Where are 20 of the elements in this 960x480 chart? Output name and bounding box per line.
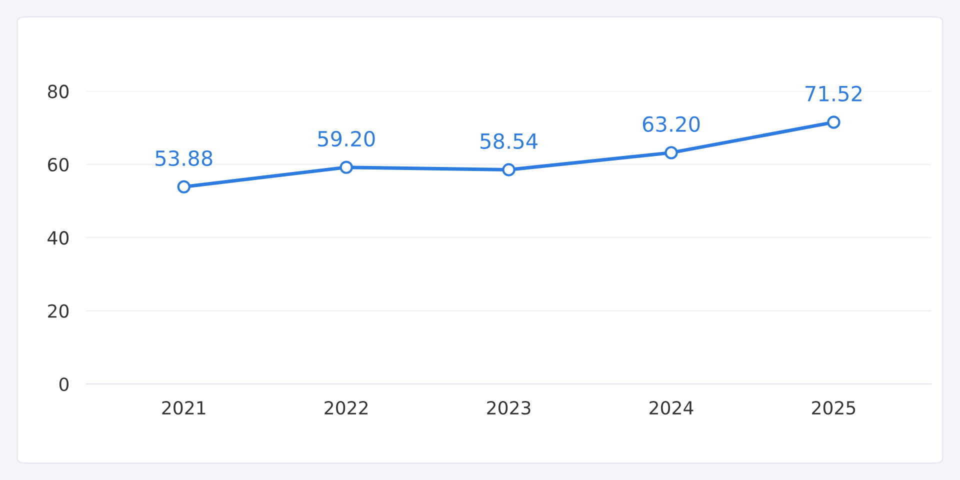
x-tick-label: 2022 <box>324 400 368 415</box>
x-tick-label: 2021 <box>162 400 206 415</box>
data-label: 63.20 <box>642 116 700 132</box>
point <box>177 180 190 194</box>
x-tick-label: 2023 <box>487 400 530 415</box>
point <box>664 146 678 160</box>
x-tick-label: 2024 <box>650 400 694 415</box>
x-tick-label: 2025 <box>812 400 856 415</box>
point <box>502 163 516 176</box>
y-tick-label: 60 <box>48 158 69 172</box>
data-label: 58.54 <box>480 133 538 150</box>
data-label: 53.88 <box>156 150 212 166</box>
point <box>827 116 840 129</box>
y-tick-label: 40 <box>48 231 69 245</box>
y-tick-label: 20 <box>48 304 69 318</box>
data-label: 71.52 <box>806 86 862 102</box>
y-tick-label: 0 <box>59 377 69 392</box>
y-tick-label: 80 <box>48 84 69 98</box>
point <box>340 160 353 174</box>
data-label: 59.20 <box>318 130 375 147</box>
